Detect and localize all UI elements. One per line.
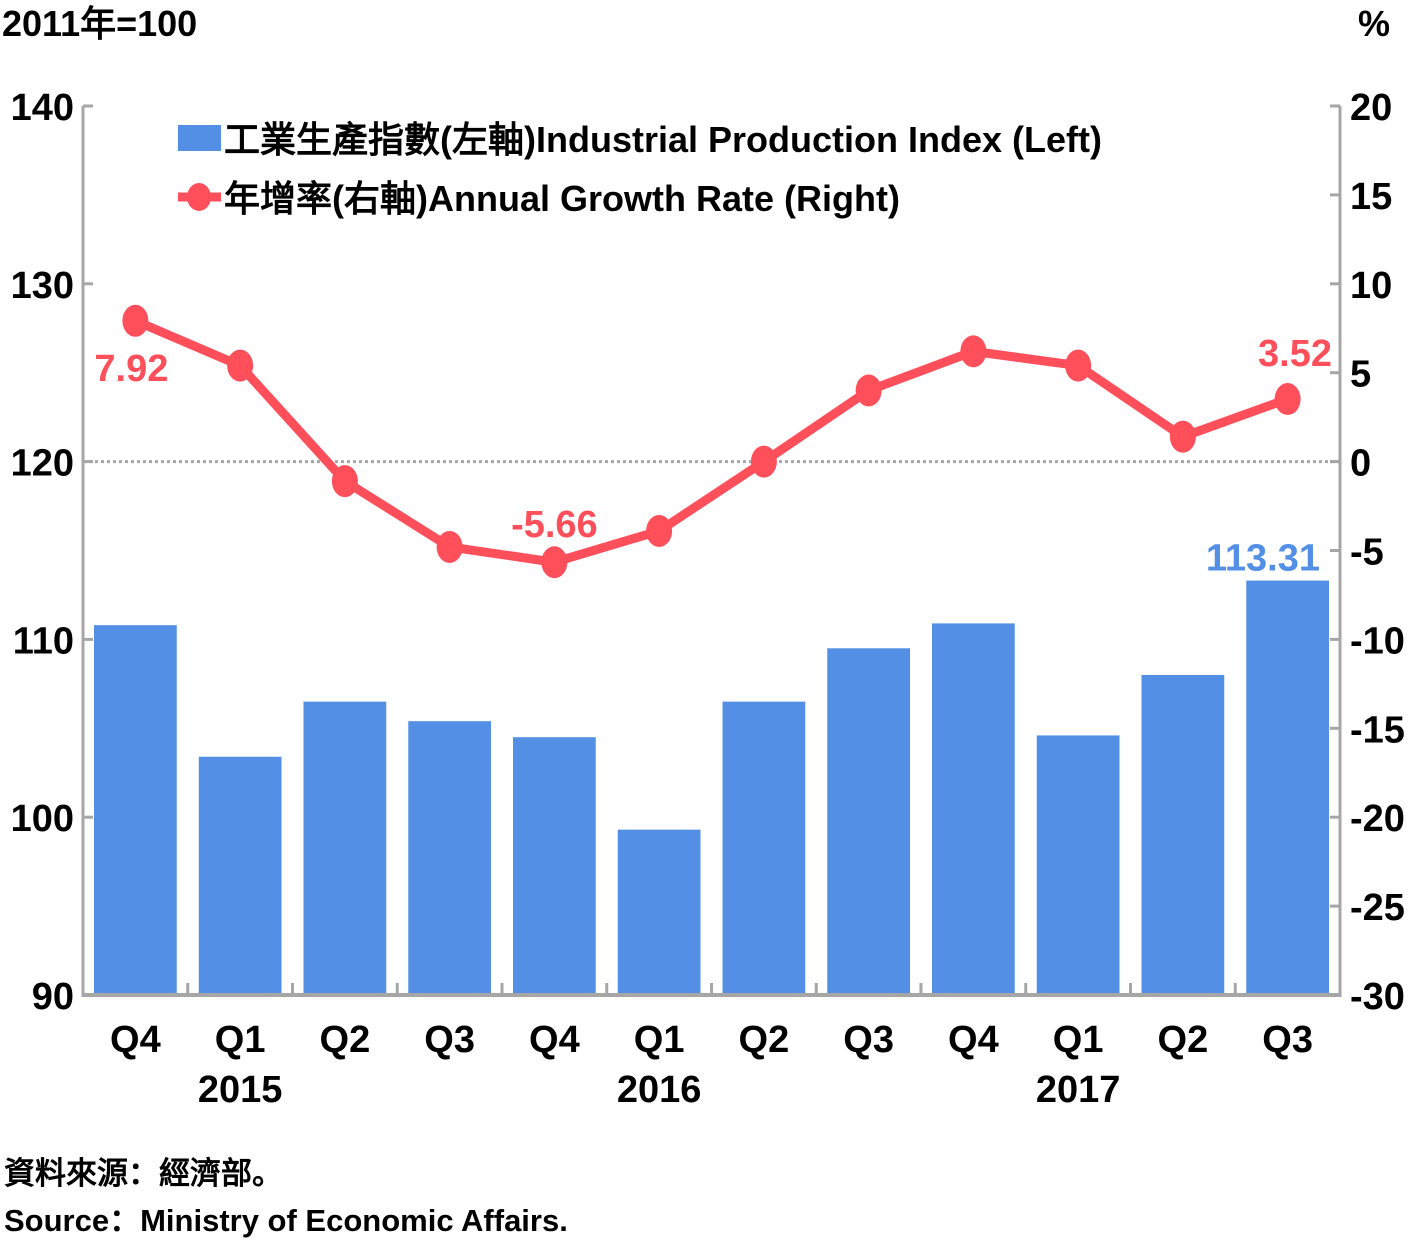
- right-axis-tick-label: 15: [1350, 176, 1392, 218]
- growth-rate-marker: [1274, 383, 1301, 416]
- right-axis-unit-label: %: [1358, 3, 1390, 44]
- x-axis-category-label: Q1: [634, 1019, 685, 1061]
- x-axis-category-label: Q3: [843, 1019, 894, 1061]
- bar: [1246, 580, 1330, 995]
- right-axis-tick-label: -25: [1350, 887, 1405, 929]
- right-axis-tick-label: -30: [1350, 976, 1405, 1018]
- x-axis-category-label: Q2: [320, 1019, 371, 1061]
- bar: [93, 625, 177, 995]
- growth-rate-data-label: -5.66: [511, 504, 598, 546]
- legend-line-marker: [187, 183, 211, 211]
- x-axis-year-label: 2016: [617, 1069, 702, 1111]
- right-axis-tick-label: -10: [1350, 620, 1405, 662]
- bar: [1036, 735, 1120, 995]
- x-axis-year-label: 2015: [198, 1069, 283, 1111]
- x-axis-year-label: 2017: [1036, 1069, 1121, 1111]
- left-axis-tick-label: 100: [11, 798, 74, 840]
- x-axis-category-label: Q3: [424, 1019, 475, 1061]
- data-labels: 7.92 -5.66 3.52 113.31: [94, 333, 1332, 580]
- growth-rate-marker: [750, 445, 777, 478]
- legend-bar-label: 工業生產指數(左軸)Industrial Production Index (L…: [224, 119, 1102, 160]
- x-axis-category-label: Q2: [1158, 1019, 1209, 1061]
- left-axis-tick-label: 140: [11, 87, 74, 129]
- growth-rate-marker: [436, 530, 463, 563]
- legend-line-label: 年增率(右軸)Annual Growth Rate (Right): [224, 178, 900, 219]
- growth-rate-line: [133, 316, 1290, 567]
- bar: [512, 737, 596, 995]
- left-axis-tick-label: 90: [32, 976, 74, 1018]
- bar-series: [93, 580, 1330, 995]
- x-axis-category-label: Q4: [529, 1019, 580, 1061]
- x-axis-category-label: Q1: [215, 1019, 266, 1061]
- left-axis-tick-label: 130: [11, 265, 74, 307]
- growth-rate-marker: [960, 335, 987, 368]
- right-axis-tick-label: -5: [1350, 532, 1384, 574]
- right-axis-tick-label: 20: [1350, 87, 1392, 129]
- growth-rate-marker: [227, 349, 254, 382]
- x-axis-category-label: Q3: [1262, 1019, 1313, 1061]
- growth-rate-marker: [1169, 420, 1196, 453]
- right-axis-tick-label: -20: [1350, 798, 1405, 840]
- bar: [408, 721, 492, 995]
- right-axis-tick-label: 0: [1350, 443, 1371, 485]
- growth-rate-marker: [1065, 349, 1092, 382]
- legend-bar-swatch: [178, 125, 221, 151]
- x-axis-category-label: Q1: [1053, 1019, 1104, 1061]
- source-note-zh: 資料來源：經濟部。: [4, 1156, 283, 1191]
- bar: [617, 829, 701, 995]
- x-axis-category-label: Q4: [110, 1019, 161, 1061]
- right-axis-tick-label: -15: [1350, 709, 1405, 751]
- bar: [931, 623, 1015, 995]
- growth-rate-marker: [646, 514, 673, 547]
- left-axis-unit-label: 2011年=100: [2, 3, 197, 44]
- x-axis-category-label: Q4: [948, 1019, 999, 1061]
- growth-rate-marker: [331, 465, 358, 498]
- axes: 90 100 110 120 130 140 -30 -25 -20 -15 -10 -5 0 5 10 15…: [11, 87, 1405, 1111]
- production-index-data-label: 113.31: [1206, 538, 1320, 580]
- source-note-en: Source：Ministry of Economic Affairs.: [4, 1203, 568, 1238]
- x-axis-category-label: Q2: [739, 1019, 790, 1061]
- legend: 工業生產指數(左軸)Industrial Production Index (L…: [178, 119, 1102, 219]
- bar: [198, 756, 282, 995]
- right-axis-tick-label: 10: [1350, 265, 1392, 307]
- bar: [1141, 674, 1225, 995]
- growth-rate-marker: [122, 304, 149, 337]
- growth-rate-marker: [541, 546, 568, 579]
- growth-rate-data-label: 3.52: [1258, 333, 1332, 375]
- right-axis-tick-label: 5: [1350, 354, 1371, 396]
- left-axis-tick-label: 110: [13, 620, 74, 662]
- bar: [303, 701, 387, 995]
- growth-rate-marker: [855, 374, 882, 407]
- left-axis-tick-label: 120: [11, 443, 74, 485]
- bar: [827, 648, 911, 995]
- line-series: [122, 304, 1301, 579]
- growth-rate-data-label: 7.92: [94, 348, 168, 390]
- bar: [722, 701, 806, 995]
